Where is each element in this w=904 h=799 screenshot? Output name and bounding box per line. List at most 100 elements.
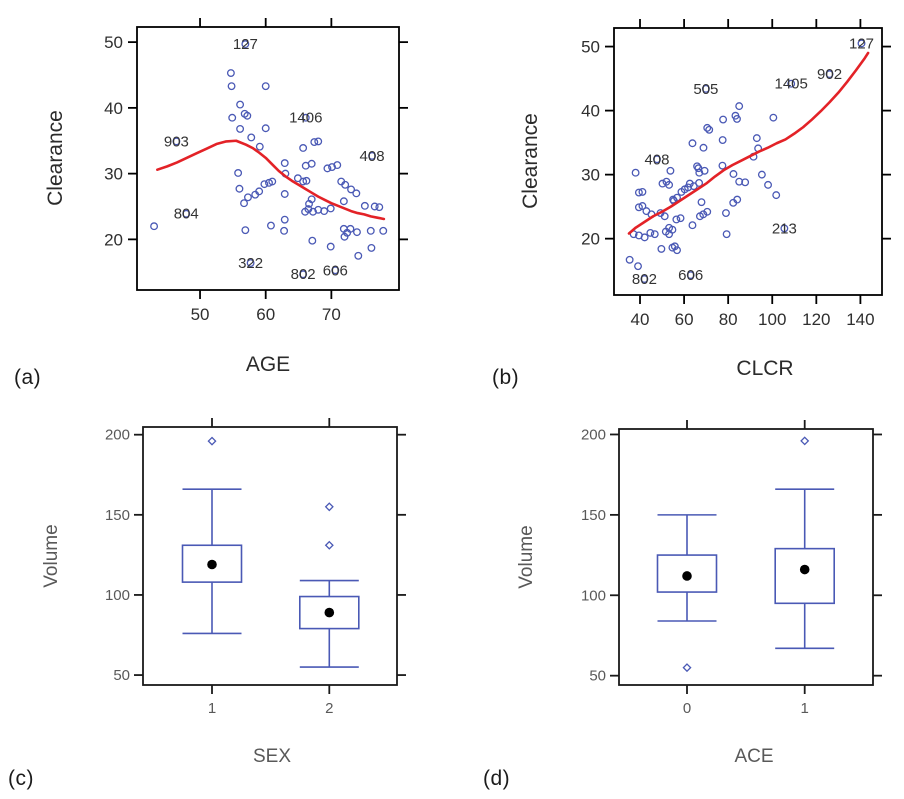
- scatter-point: [696, 212, 704, 221]
- labeled-scatter-point: [172, 137, 181, 146]
- scatter-point: [688, 221, 697, 230]
- scatter-point: [305, 199, 313, 208]
- scatter-point: [307, 159, 316, 168]
- scatter-point: [326, 242, 335, 251]
- scatter-point: [676, 214, 685, 223]
- y-tick-label: 100: [105, 587, 130, 604]
- scatter-point: [346, 224, 355, 233]
- scatter-point: [268, 177, 277, 186]
- y-tick-label: 30: [104, 165, 123, 184]
- scatter-point: [705, 125, 714, 134]
- point-id-label: 322: [238, 255, 263, 272]
- scatter-point: [235, 184, 244, 193]
- point-id-label: 804: [174, 206, 199, 223]
- labeled-scatter-point: [241, 40, 250, 49]
- scatter-point: [772, 191, 781, 200]
- scatter-point: [339, 197, 348, 206]
- scatter-point: [764, 180, 773, 189]
- y-tick-label: 50: [113, 667, 130, 684]
- scatter-point: [304, 205, 313, 214]
- point-id-label: 1406: [289, 110, 322, 127]
- scatter-point: [299, 144, 308, 152]
- outlier-diamond: [800, 436, 810, 446]
- scatter-point: [323, 164, 332, 173]
- labeled-scatter-point: [301, 113, 310, 122]
- labeled-scatter-point: [857, 39, 866, 48]
- scatter-point: [689, 182, 698, 191]
- x-tick-label: 70: [322, 305, 341, 324]
- labeled-scatter-point: [246, 259, 255, 267]
- scatter-point: [670, 242, 679, 251]
- x-tick-label: 1: [208, 700, 216, 717]
- median-dot: [207, 559, 217, 570]
- y-axis-label: Clearance: [44, 110, 67, 206]
- scatter-point: [247, 133, 256, 142]
- scatter-point: [341, 180, 350, 189]
- scatter-point: [234, 169, 243, 177]
- scatter-point: [150, 222, 159, 231]
- labeled-scatter-point: [701, 84, 710, 93]
- panel-letter-a: (a): [14, 366, 42, 389]
- scatter-point: [695, 168, 704, 177]
- scatter-point: [353, 228, 361, 237]
- scatter-point: [733, 114, 741, 123]
- labeled-scatter-point: [780, 224, 789, 233]
- scatter-point: [669, 195, 678, 204]
- scatter-point: [757, 170, 766, 179]
- plot-frame: [618, 428, 874, 686]
- labeled-scatter-point: [640, 275, 649, 283]
- x-tick-label: 100: [758, 310, 786, 329]
- x-axis-label: ACE: [734, 746, 773, 767]
- scatter-point: [240, 199, 248, 208]
- labeled-scatter-point: [825, 70, 834, 79]
- scatter-point: [354, 251, 363, 260]
- scatter-point: [673, 246, 681, 255]
- point-id-label: 606: [323, 262, 348, 279]
- plot-frame: [136, 26, 400, 291]
- scatter-point: [718, 161, 727, 170]
- labeled-scatter-point: [686, 271, 695, 280]
- point-id-label: 606: [678, 267, 703, 284]
- scatter-point: [280, 226, 289, 235]
- labeled-scatter-point: [787, 79, 796, 88]
- median-dot: [682, 571, 692, 581]
- scatter-point: [634, 262, 642, 271]
- labeled-scatter-point: [182, 209, 191, 218]
- scatter-point: [333, 161, 342, 170]
- y-tick-label: 50: [581, 38, 600, 57]
- scatter-point: [733, 195, 742, 204]
- scatter-point: [640, 233, 649, 242]
- scatter-point: [646, 228, 655, 237]
- scatter-point: [360, 201, 369, 210]
- scatter-point: [367, 243, 376, 252]
- point-id-label: 408: [644, 151, 669, 168]
- scatter-point: [280, 190, 289, 198]
- y-tick-label: 40: [104, 99, 123, 118]
- scatter-point: [688, 139, 697, 148]
- scatter-point: [320, 207, 329, 216]
- scatter-point: [379, 226, 388, 235]
- scatter-point: [308, 236, 317, 245]
- point-id-label: 127: [849, 35, 874, 52]
- x-axis-label: SEX: [253, 746, 291, 767]
- scatter-point: [326, 204, 335, 213]
- x-tick-label: 60: [675, 310, 694, 329]
- loess-curve: [627, 51, 870, 235]
- y-tick-label: 150: [581, 507, 606, 524]
- scatter-point: [314, 137, 323, 146]
- x-tick-label: 140: [846, 310, 874, 329]
- scatter-point: [700, 166, 709, 175]
- scatter-point: [658, 179, 667, 188]
- outlier-diamond: [682, 663, 692, 673]
- scatter-point: [634, 188, 643, 197]
- panel-letter-b: (b): [492, 366, 520, 389]
- scatter-point: [703, 123, 712, 132]
- scatter-point: [703, 207, 712, 216]
- point-id-label: 213: [772, 220, 797, 237]
- point-id-label: 408: [360, 148, 385, 165]
- scatter-point: [729, 170, 738, 178]
- scatter-point: [267, 221, 275, 230]
- outlier-diamond: [207, 436, 217, 446]
- x-tick-label: 1: [801, 700, 809, 717]
